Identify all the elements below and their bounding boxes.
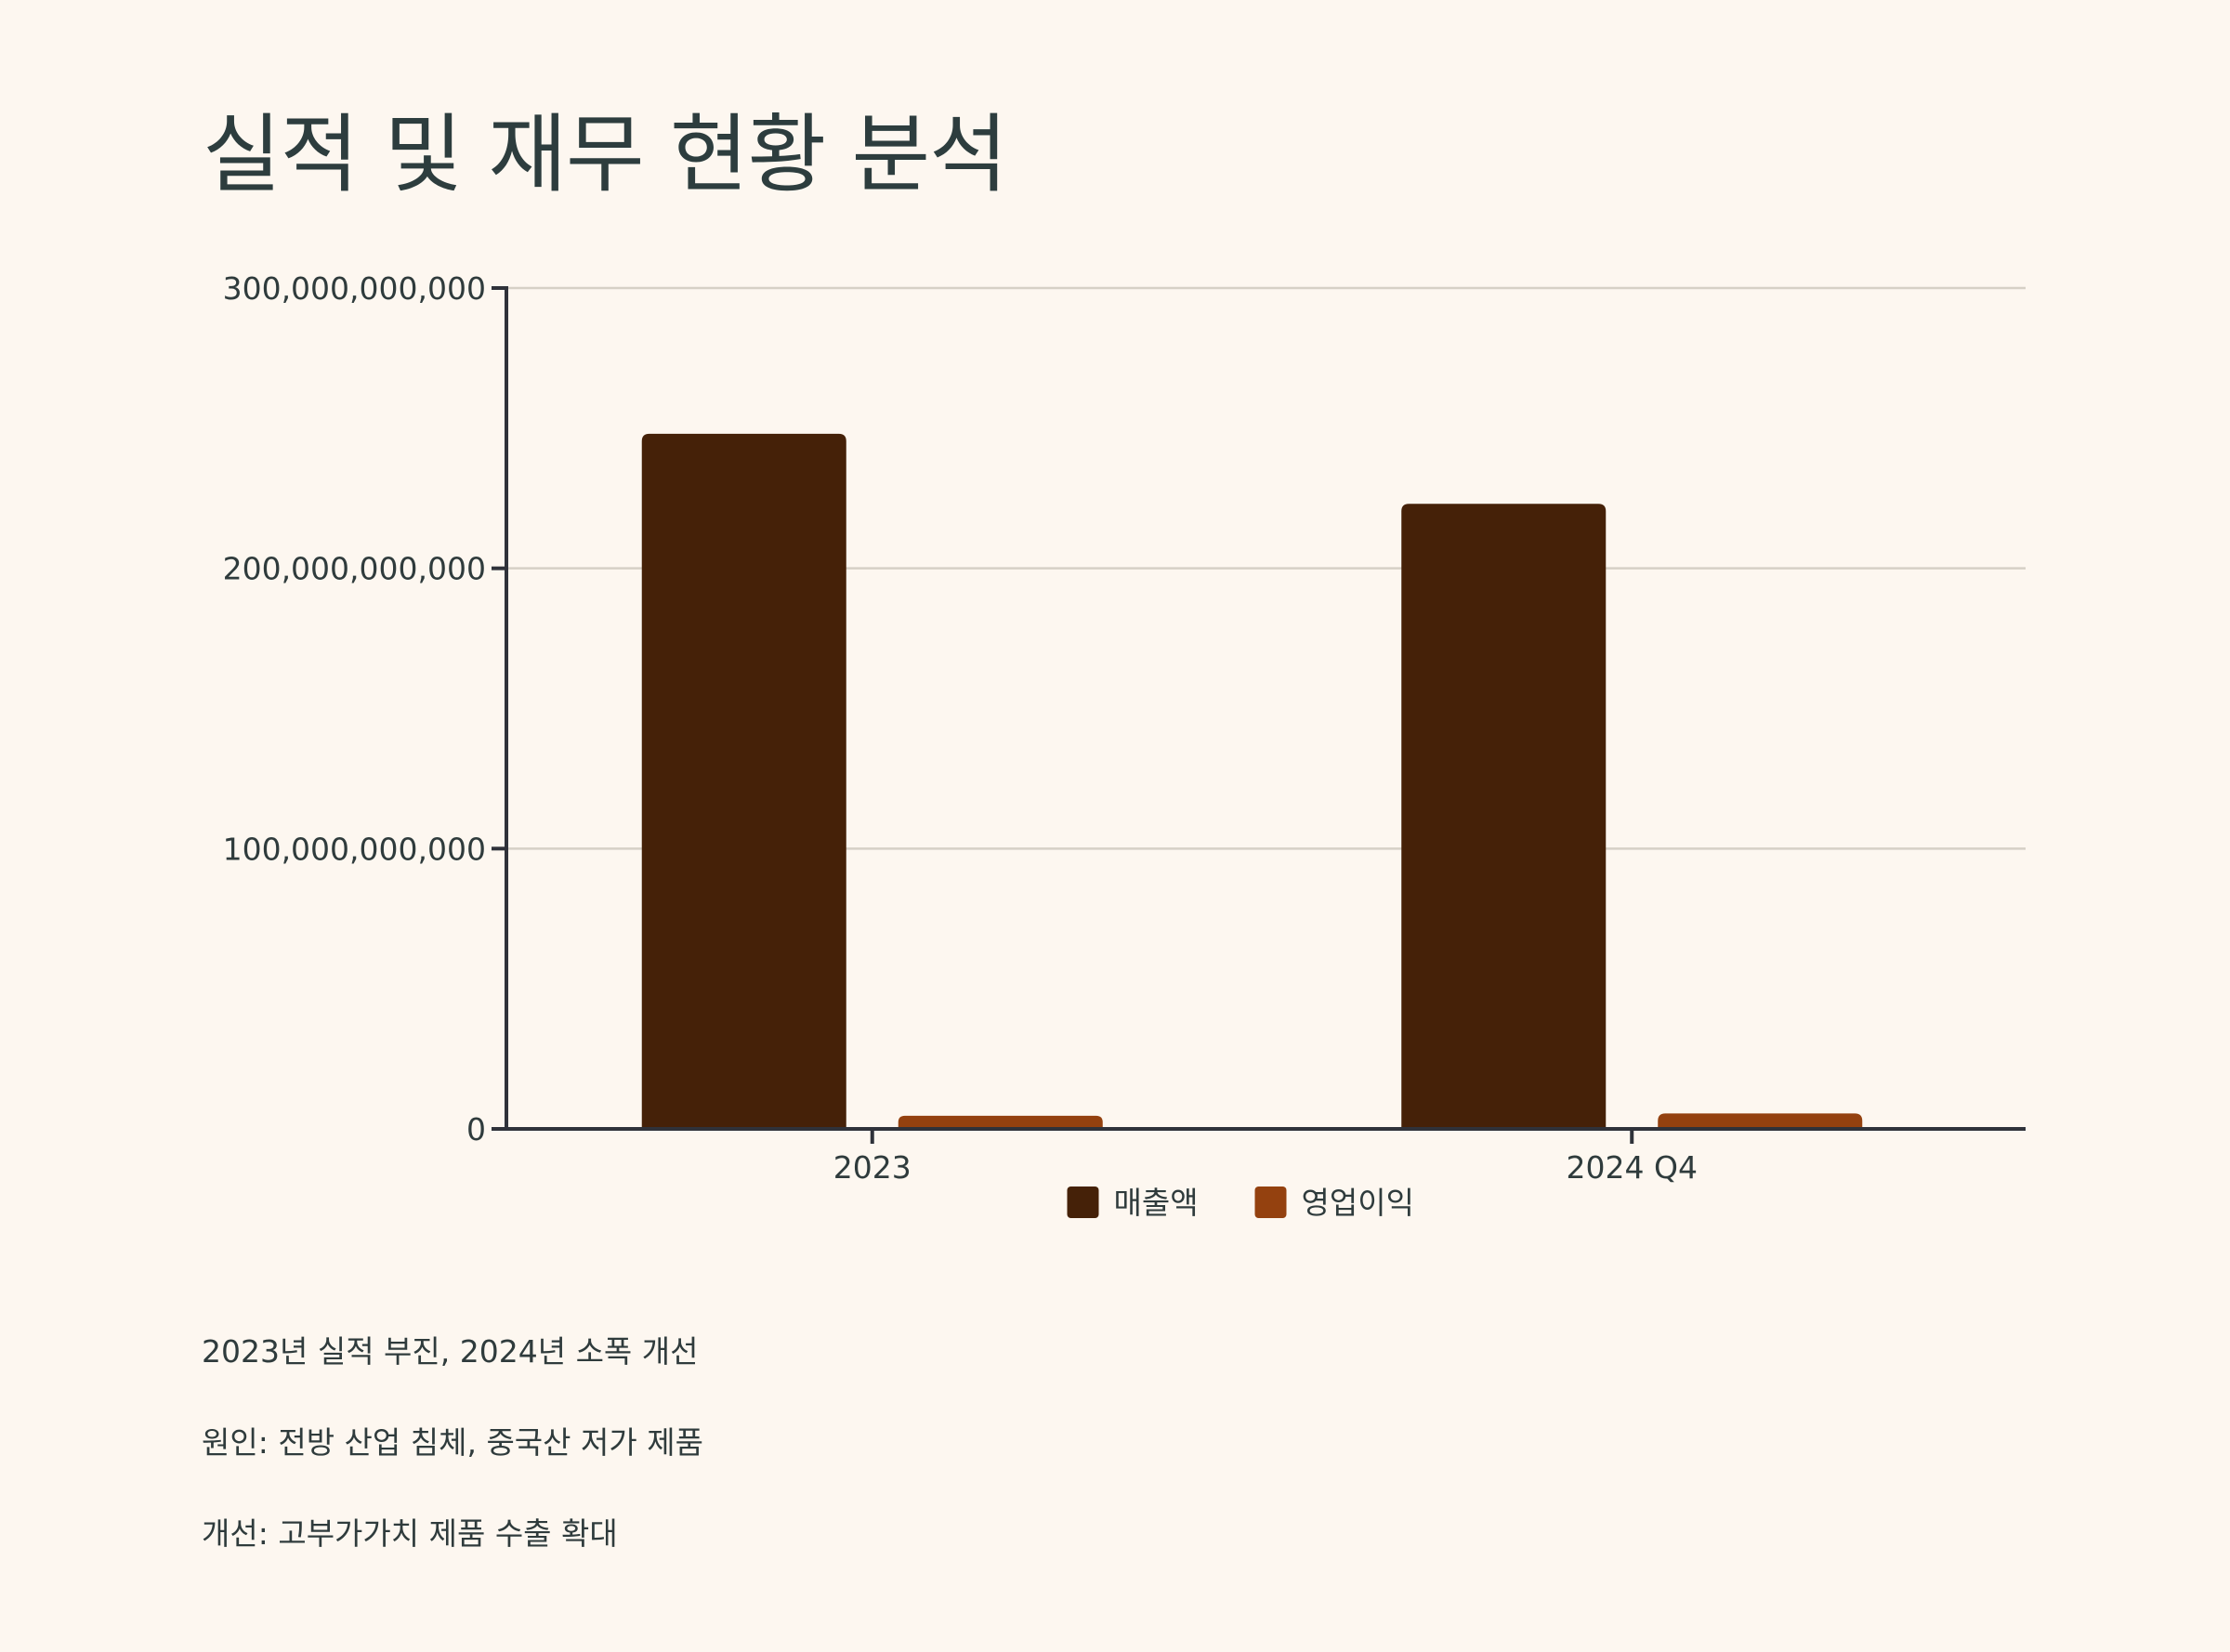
- bar-revenue: [641, 433, 846, 1129]
- note-item: 2023년 실적 부진, 2024년 소폭 개선: [202, 1333, 699, 1370]
- y-tick-label: 0: [466, 1111, 486, 1147]
- note-item: 원인: 전방 산업 침체, 중국산 저가 제품: [202, 1424, 703, 1461]
- notes-list: 2023년 실적 부진, 2024년 소폭 개선 원인: 전방 산업 침체, 중…: [202, 1324, 703, 1597]
- y-tick-label: 300,000,000,000: [223, 270, 486, 307]
- y-tick-label: 100,000,000,000: [223, 831, 486, 867]
- y-tick-label: 200,000,000,000: [223, 551, 486, 587]
- page-title: 실적 및 재무 현황 분석: [203, 105, 1008, 204]
- note-item: 개선: 고부가가치 제품 수출 확대: [202, 1515, 618, 1552]
- bar-operating-profit: [898, 1115, 1103, 1129]
- bar-chart: 0 100,000,000,000 200,000,000,000 300,000,0…: [223, 270, 2026, 1221]
- legend-label: 매출액: [1114, 1185, 1199, 1221]
- bar-revenue: [1401, 504, 1607, 1129]
- bar-operating-profit: [1658, 1113, 1863, 1129]
- legend-swatch: [1067, 1187, 1099, 1218]
- x-tick-label: 2024 Q4: [1567, 1149, 1698, 1186]
- legend-label: 영업이익: [1302, 1185, 1414, 1221]
- x-tick-label: 2023: [833, 1149, 912, 1186]
- legend-swatch: [1254, 1187, 1287, 1218]
